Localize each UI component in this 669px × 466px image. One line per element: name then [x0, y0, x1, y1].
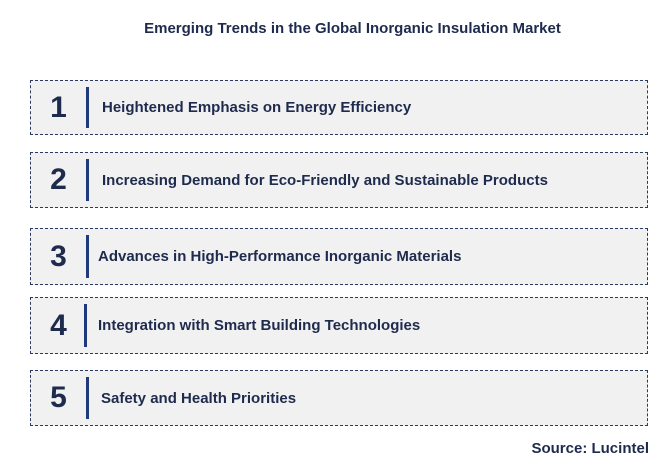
trend-number: 5	[50, 381, 67, 414]
trend-divider	[86, 235, 89, 278]
trend-item-1: 1 Heightened Emphasis on Energy Efficien…	[30, 80, 648, 135]
source-credit: Source: Lucintel	[531, 440, 649, 457]
trend-label: Safety and Health Priorities	[101, 389, 297, 407]
trend-number: 3	[50, 239, 67, 273]
trend-number: 2	[50, 163, 67, 196]
trend-divider	[86, 87, 89, 128]
trend-divider	[86, 377, 89, 419]
trend-item-3: 3 Advances in High-Performance Inorganic…	[30, 228, 648, 285]
trend-item-5: 5 Safety and Health Priorities	[30, 370, 648, 426]
trend-label: Advances in High-Performance Inorganic M…	[98, 248, 462, 265]
trend-item-4: 4 Integration with Smart Building Techno…	[30, 297, 648, 354]
trend-number: 1	[50, 90, 67, 124]
trend-item-2: 2 Increasing Demand for Eco-Friendly and…	[30, 152, 648, 208]
diagram-title: Emerging Trends in the Global Inorganic …	[144, 20, 561, 37]
trend-divider	[86, 159, 89, 201]
trend-label: Integration with Smart Building Technolo…	[98, 317, 421, 334]
trend-number: 4	[50, 308, 67, 342]
trend-label: Increasing Demand for Eco-Friendly and S…	[102, 171, 548, 189]
trend-divider	[84, 304, 87, 347]
trend-label: Heightened Emphasis on Energy Efficiency	[102, 99, 412, 116]
